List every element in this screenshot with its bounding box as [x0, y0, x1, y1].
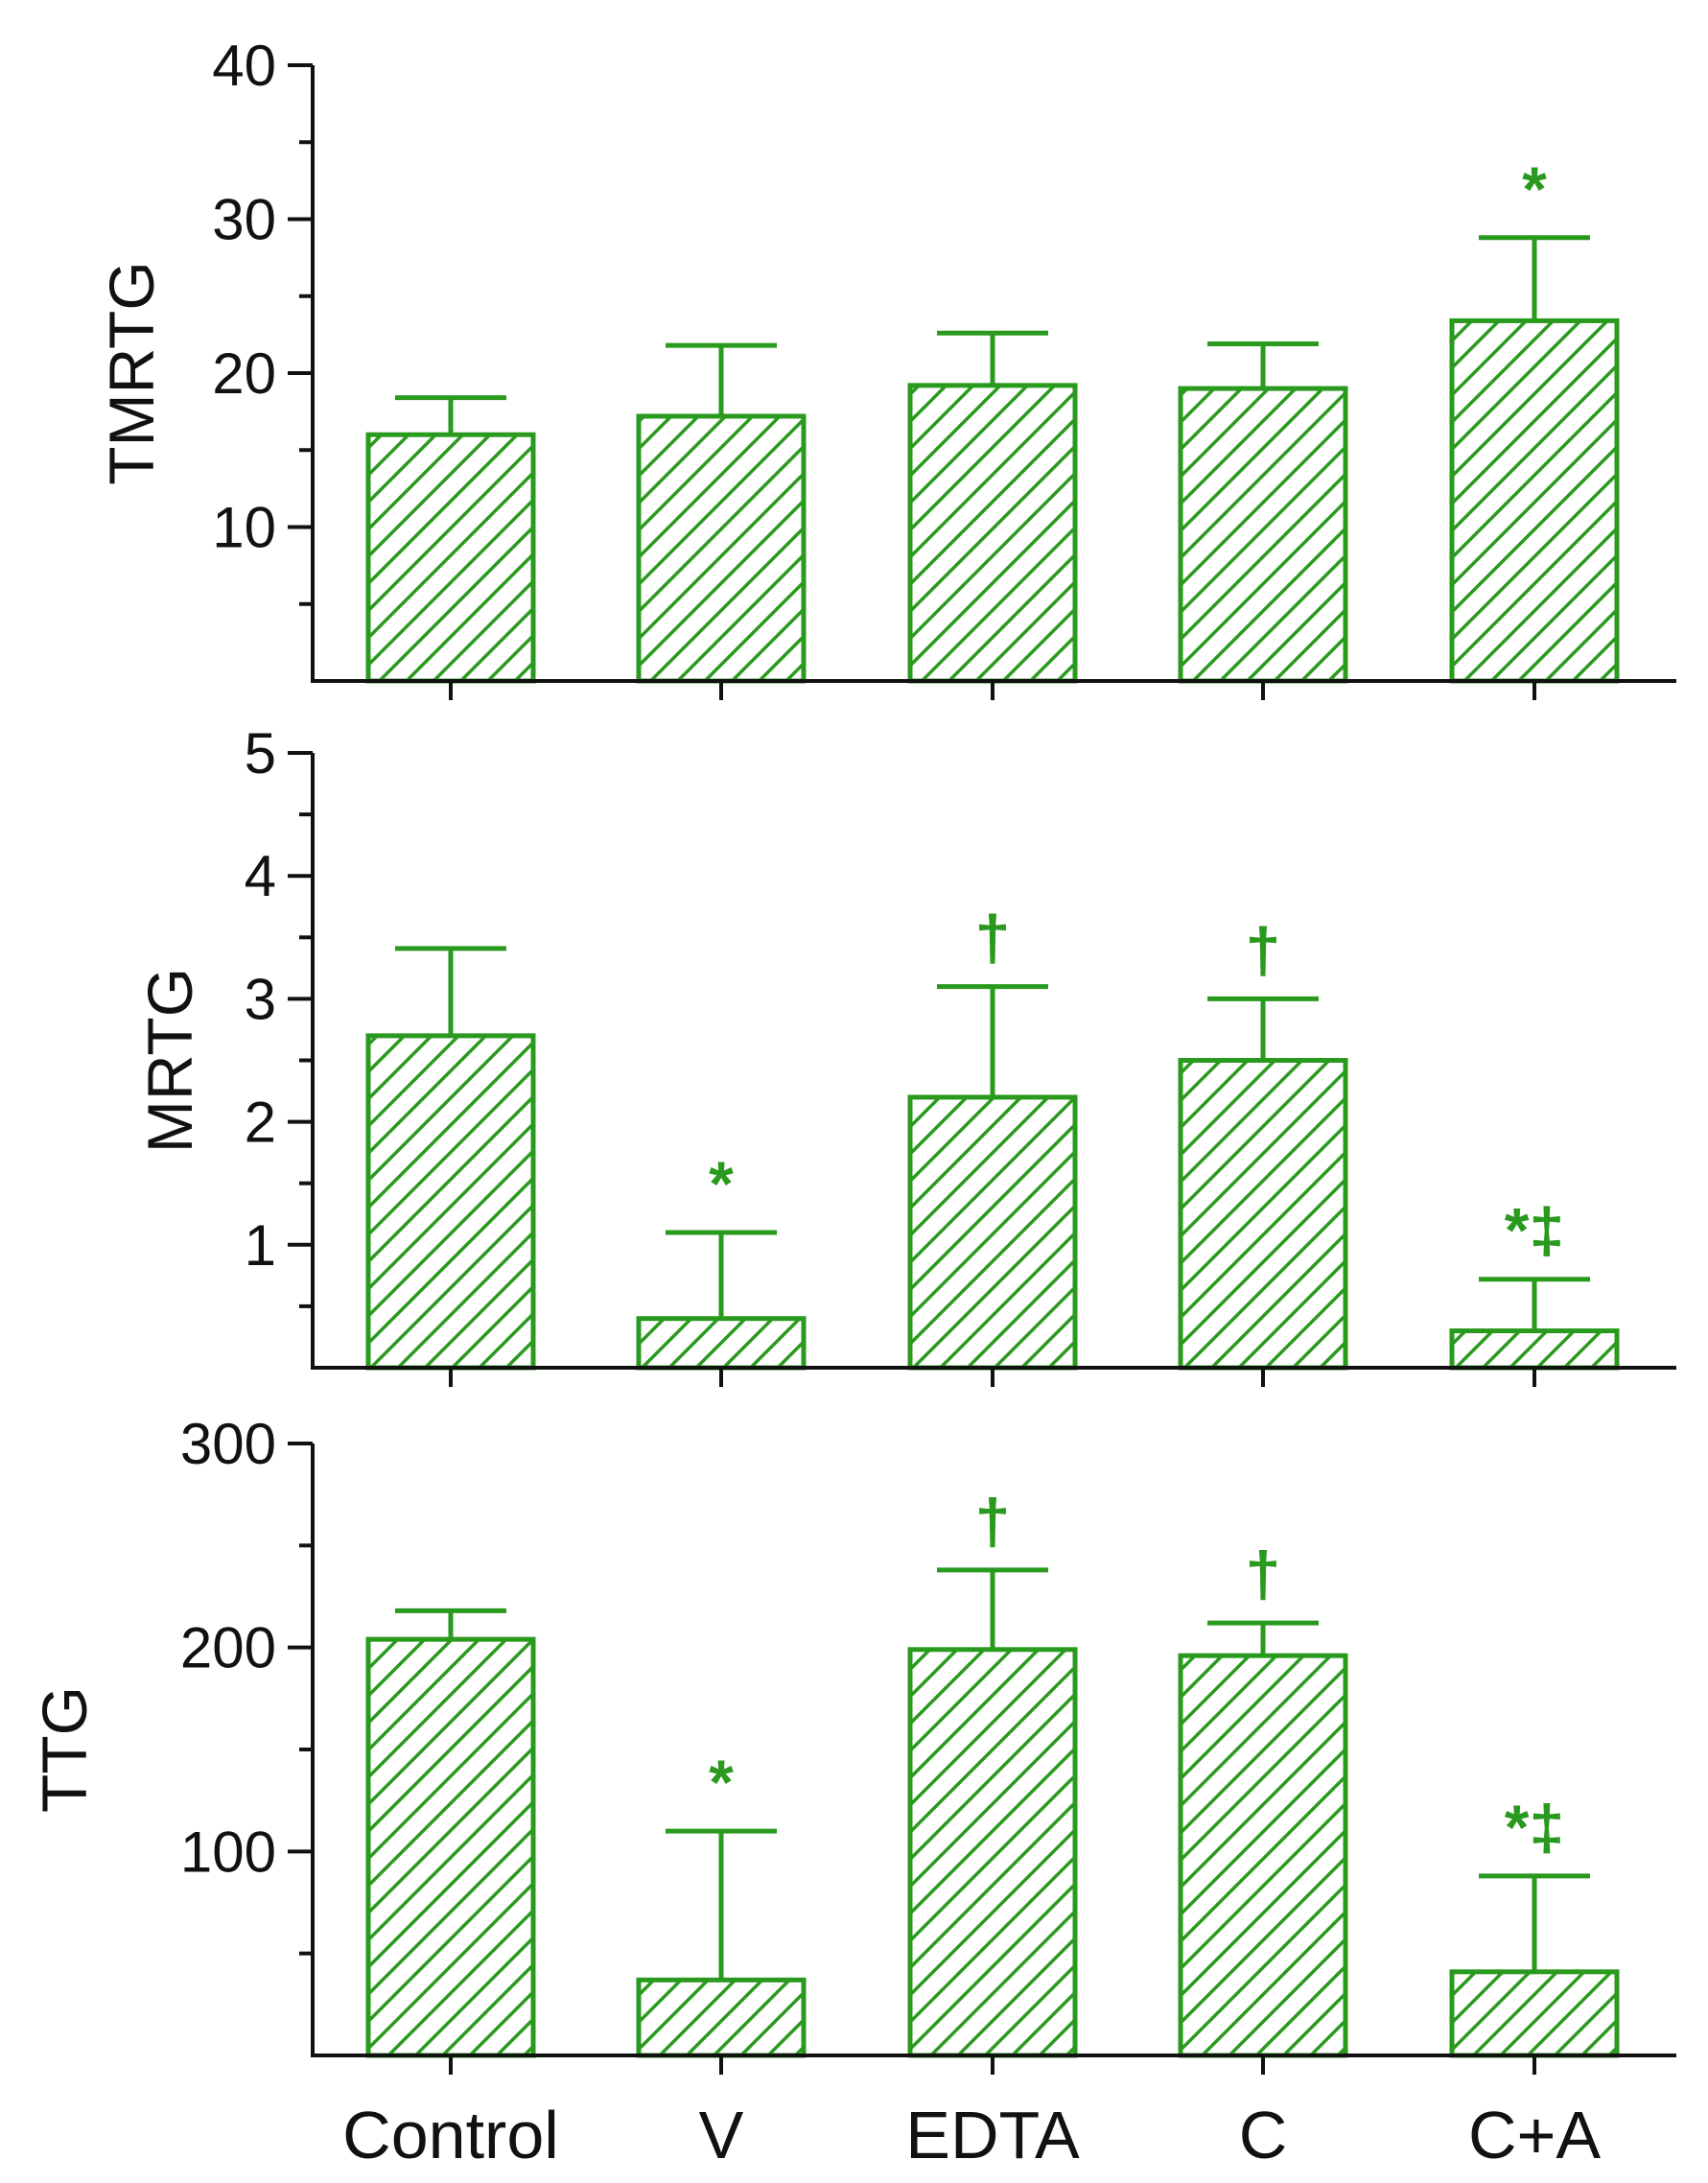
y-tick-label: 100 — [180, 1819, 276, 1884]
significance-marker: † — [1246, 914, 1281, 985]
y-axis-title-ttg: TTG — [29, 1686, 100, 1813]
bar-tmrtg-control — [365, 432, 536, 684]
bar-ttg-control — [365, 1636, 536, 2058]
significance-marker: † — [975, 903, 1011, 974]
x-category-label: V — [699, 2098, 744, 2172]
bar-tmrtg-v — [636, 413, 807, 684]
x-category-label: C — [1239, 2098, 1288, 2172]
bar-ttg-edta — [907, 1647, 1078, 2058]
significance-marker: *‡ — [1505, 1195, 1564, 1266]
x-category-label: C+A — [1468, 2098, 1601, 2172]
y-tick-label: 40 — [212, 34, 276, 98]
bar-ttg-cplusa — [1449, 1969, 1620, 2058]
bar-mrtg-v — [636, 1316, 807, 1371]
bar-ttg-c — [1178, 1653, 1348, 2058]
panel-mrtg: * † † *‡ 1 2 3 4 5 MRTG — [134, 721, 1676, 1387]
y-tick-label: 30 — [212, 188, 276, 252]
significance-marker: † — [975, 1486, 1011, 1557]
significance-marker: * — [709, 1148, 734, 1219]
significance-marker: * — [1522, 153, 1547, 224]
panels-layer: * 10 20 30 40 TMRTG * † † *‡ 1 2 3 4 5 MRTG * † † *‡ 100 200 3… — [29, 34, 1676, 2075]
bar-mrtg-c — [1178, 1058, 1348, 1371]
bar-tmrtg-c — [1178, 386, 1348, 684]
x-category-label: Control — [342, 2098, 559, 2172]
y-axis-title-mrtg: MRTG — [134, 968, 205, 1153]
bar-mrtg-control — [365, 1033, 536, 1371]
significance-marker: † — [1246, 1538, 1281, 1609]
panel-tmrtg: * 10 20 30 40 TMRTG — [96, 34, 1676, 700]
y-tick-label: 20 — [212, 341, 276, 406]
y-tick-label: 300 — [180, 1412, 276, 1476]
x-category-labels: Control V EDTA C C+A — [342, 2098, 1601, 2172]
y-tick-label: 5 — [245, 721, 276, 786]
significance-marker: *‡ — [1505, 1792, 1564, 1863]
bar-mrtg-edta — [907, 1094, 1078, 1371]
y-tick-label: 4 — [245, 844, 276, 908]
bar-tmrtg-edta — [907, 383, 1078, 684]
y-tick-label: 2 — [245, 1091, 276, 1155]
y-tick-label: 10 — [212, 496, 276, 560]
x-category-label: EDTA — [905, 2098, 1080, 2172]
panel-ttg: * † † *‡ 100 200 300 TTG — [29, 1412, 1676, 2075]
bar-ttg-v — [636, 1977, 807, 2058]
y-axis-title-tmrtg: TMRTG — [96, 261, 167, 484]
bar-tmrtg-cplusa — [1449, 317, 1620, 684]
bar-mrtg-cplusa — [1449, 1328, 1620, 1371]
significance-marker: * — [709, 1747, 734, 1818]
y-tick-label: 1 — [245, 1213, 276, 1278]
y-tick-label: 200 — [180, 1616, 276, 1680]
y-tick-label: 3 — [245, 967, 276, 1031]
